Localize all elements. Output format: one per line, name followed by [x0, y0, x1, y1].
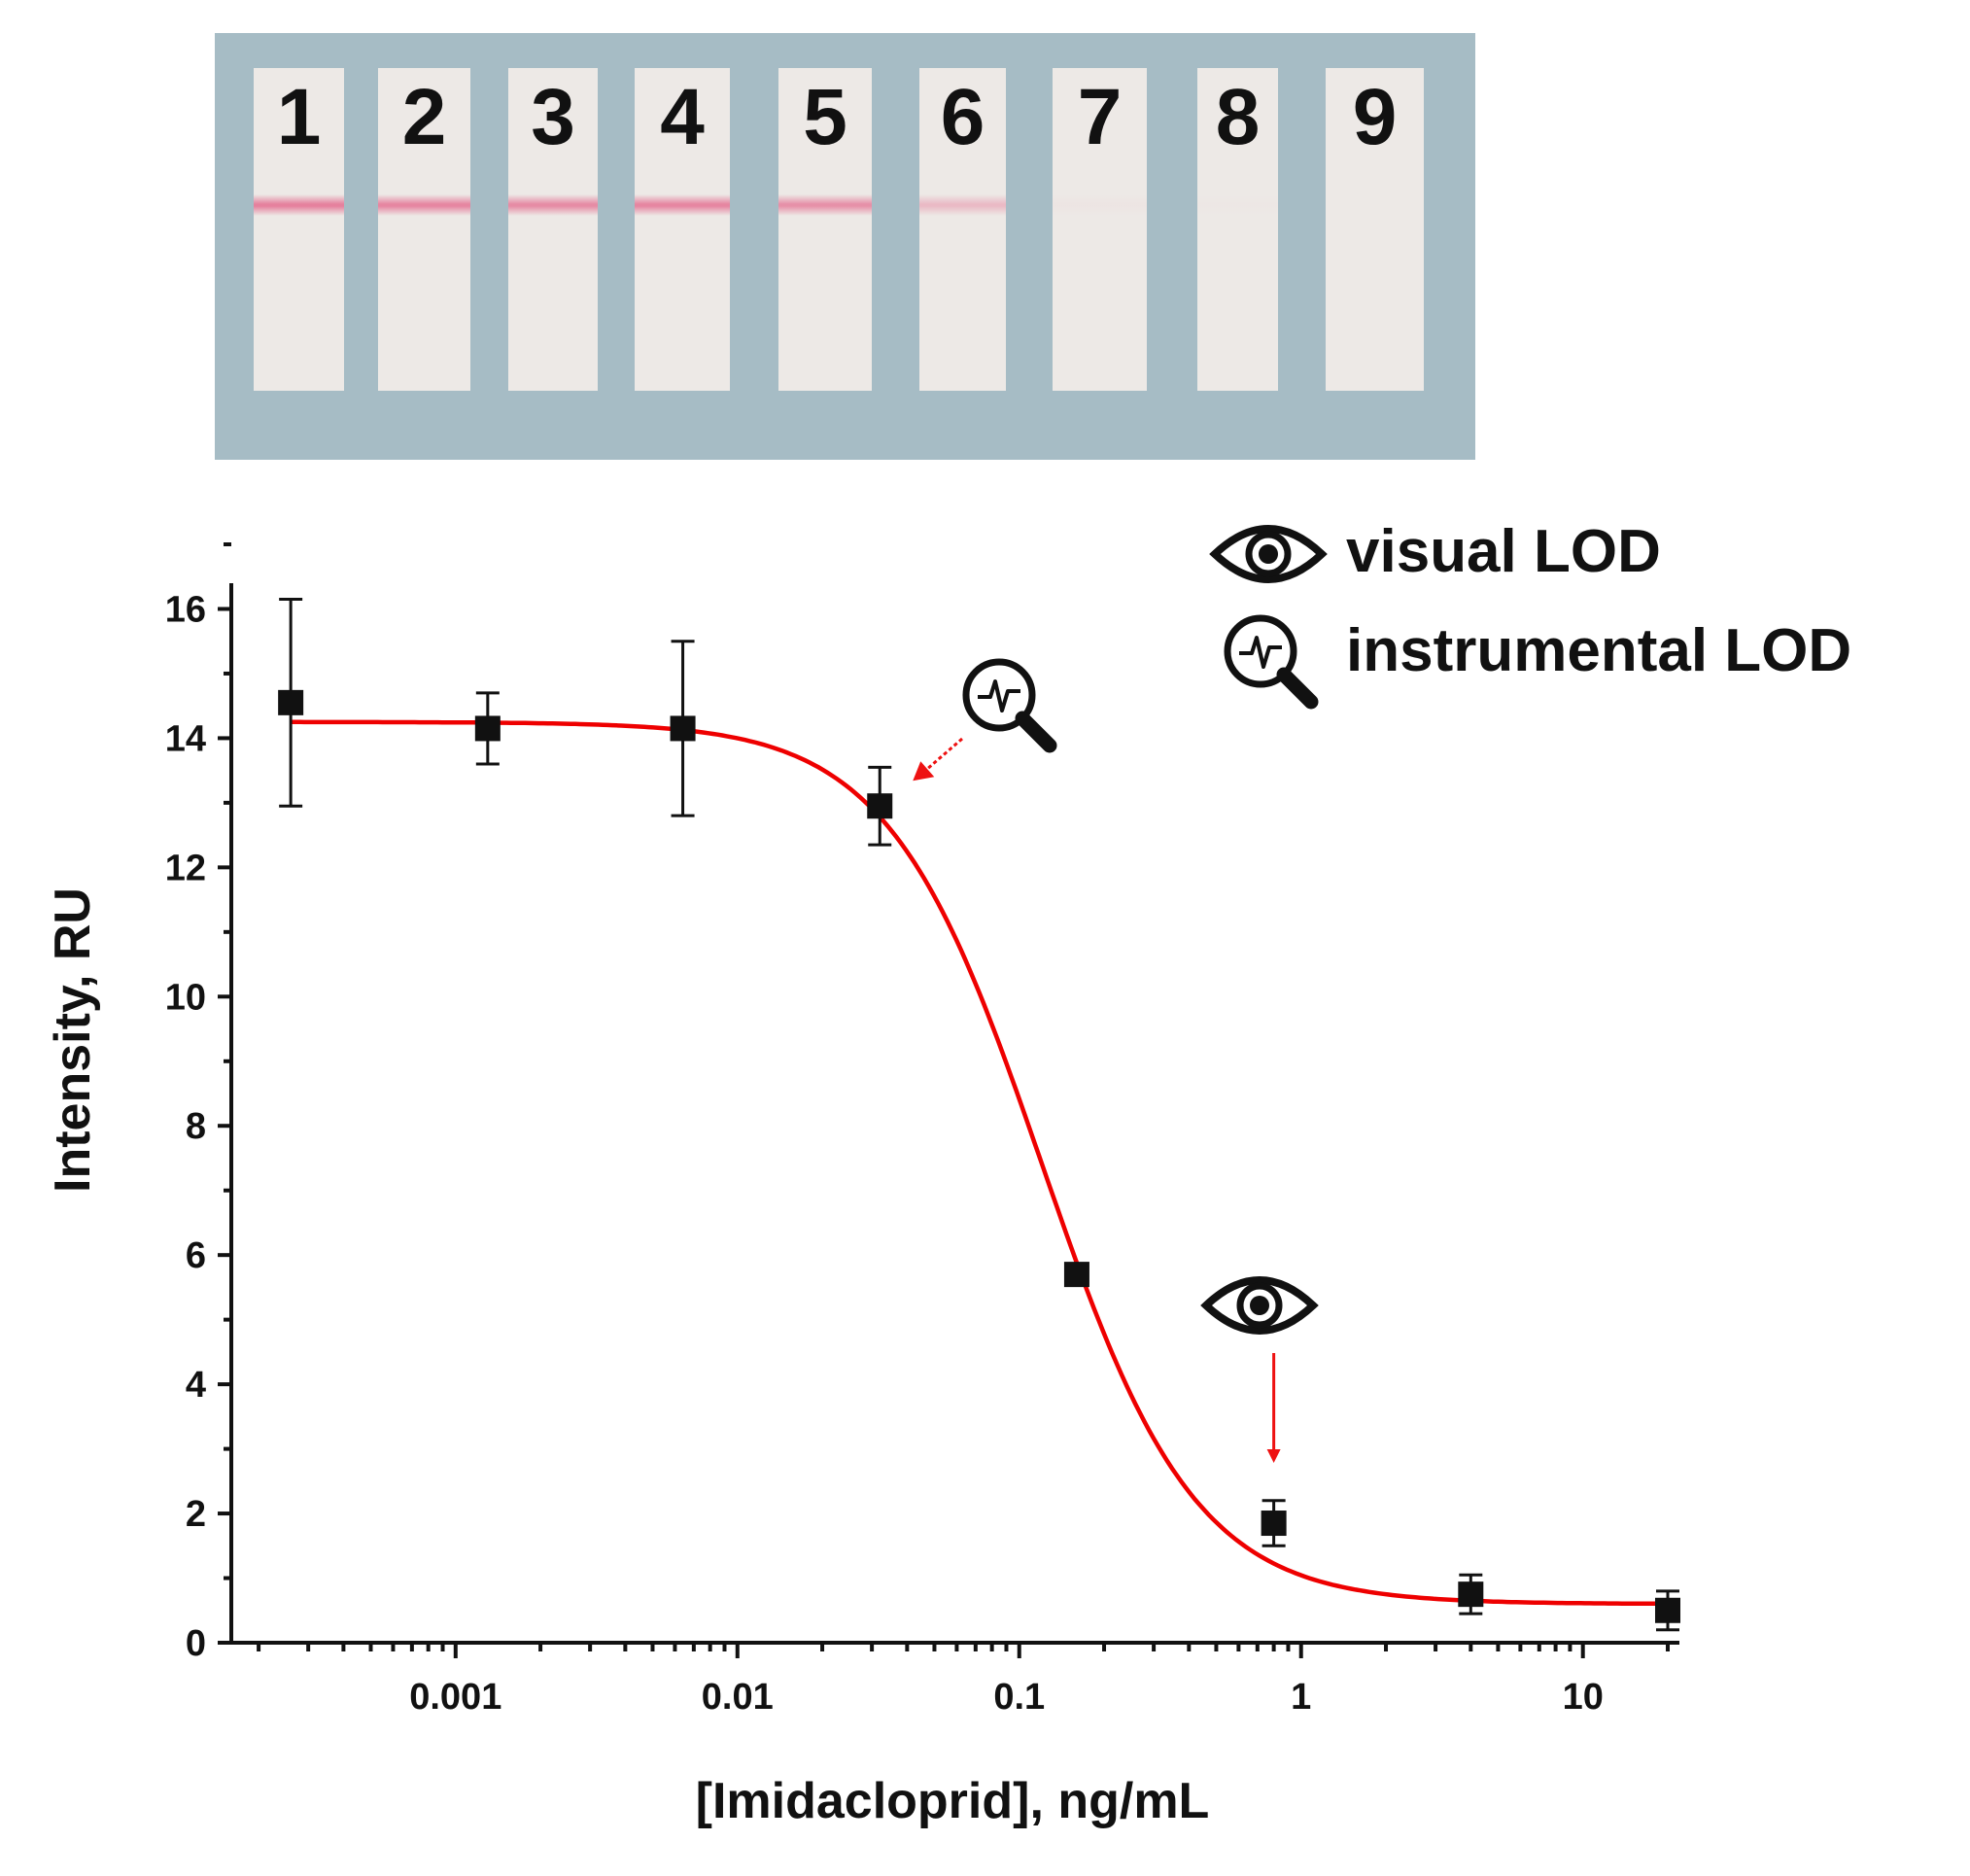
test-line — [508, 194, 598, 216]
x-tick-label: 10 — [1563, 1677, 1604, 1718]
x-tick-label: 0.001 — [409, 1677, 501, 1718]
test-line — [778, 194, 872, 216]
strip-number: 2 — [401, 73, 447, 161]
magnifier-handle — [1276, 667, 1319, 710]
y-tick-label: 12 — [165, 848, 206, 888]
magnifier-signal-icon — [962, 658, 1057, 753]
magnifier-signal-icon — [1224, 614, 1319, 710]
x-tick-label: 0.1 — [993, 1677, 1045, 1718]
eye-pupil — [1250, 1296, 1269, 1315]
arrow-head — [1266, 1449, 1281, 1464]
test-strip: 6 — [919, 68, 1006, 391]
test-line — [1053, 194, 1147, 216]
test-strip: 7 — [1053, 68, 1147, 391]
test-line — [254, 194, 344, 216]
fit-curve — [291, 719, 1669, 1607]
data-point — [1063, 1262, 1089, 1288]
data-point — [1458, 1581, 1484, 1608]
x-axis-title: [Imidacloprid], ng/mL — [696, 1773, 1210, 1829]
test-strip: 9 — [1326, 68, 1424, 391]
y-tick-label: 6 — [186, 1235, 206, 1276]
eye-icon — [1209, 525, 1328, 583]
signal-wave — [1239, 636, 1282, 669]
annotations — [913, 658, 1319, 1464]
data-point — [867, 793, 893, 819]
logistic-fit-line — [291, 719, 1669, 1607]
test-line — [378, 194, 470, 216]
signal-wave — [978, 679, 1020, 712]
strip-number: 3 — [531, 73, 575, 161]
test-strip: 5 — [778, 68, 872, 391]
y-tick-label: 16 — [165, 589, 206, 630]
test-line — [919, 194, 1006, 216]
legend: visual LOD instrumental LOD — [1209, 518, 1851, 710]
test-strip: 2 — [378, 68, 470, 391]
strip-number: 1 — [276, 73, 322, 161]
y-tick-label: 2 — [186, 1494, 206, 1535]
data-points — [278, 598, 1680, 1632]
strip-number: 6 — [940, 73, 985, 161]
y-tick-label: 0 — [186, 1623, 206, 1664]
y-tick-label: 4 — [186, 1365, 206, 1406]
strip-number: 4 — [660, 73, 705, 161]
data-point — [1654, 1597, 1680, 1623]
x-tick-label: 1 — [1291, 1677, 1311, 1718]
y-tick-label: 14 — [165, 718, 206, 759]
instrumental-lod-arrow — [921, 737, 963, 775]
eye-icon — [1200, 1276, 1319, 1335]
test-strip: 1 — [254, 68, 344, 391]
axes: 0 2 4 6 8 10 12 14 16 0.001 0.01 0.1 1 10 — [165, 542, 1679, 1718]
legend-instrumental-label: instrumental LOD — [1346, 617, 1851, 684]
test-strip: 8 — [1197, 68, 1278, 391]
test-line — [1197, 194, 1278, 216]
test-line — [635, 194, 730, 216]
legend-visual-label: visual LOD — [1346, 518, 1661, 585]
data-point — [1261, 1511, 1287, 1537]
test-line — [1326, 194, 1424, 216]
data-point — [278, 689, 304, 715]
y-tick-label: 8 — [186, 1106, 206, 1147]
strip-number: 5 — [803, 73, 847, 161]
test-strip: 4 — [635, 68, 730, 391]
strip-number: 7 — [1077, 73, 1123, 161]
test-strip: 3 — [508, 68, 598, 391]
arrow-head — [913, 761, 935, 782]
eye-pupil — [1259, 544, 1278, 564]
data-point — [670, 715, 696, 742]
y-axis-title: Intensity, RU — [45, 887, 101, 1193]
y-tick-label: 10 — [165, 977, 206, 1018]
data-point — [474, 715, 501, 742]
magnifier-handle — [1015, 711, 1057, 753]
strip-number: 9 — [1352, 73, 1398, 161]
x-tick-label: 0.01 — [702, 1677, 774, 1718]
strip-number: 8 — [1215, 73, 1261, 161]
